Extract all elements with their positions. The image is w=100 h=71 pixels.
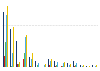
Bar xyxy=(86,66,87,67)
Bar xyxy=(29,57,30,67)
Bar xyxy=(13,27,14,67)
Bar xyxy=(16,41,17,67)
Bar xyxy=(11,66,12,67)
Bar xyxy=(50,61,51,67)
Bar xyxy=(82,66,83,67)
Bar xyxy=(38,62,39,67)
Bar xyxy=(83,65,84,67)
Bar xyxy=(54,61,55,67)
Bar xyxy=(70,64,71,67)
Bar xyxy=(18,64,19,67)
Bar xyxy=(32,53,33,67)
Bar xyxy=(73,61,74,67)
Bar xyxy=(95,66,96,67)
Bar xyxy=(74,66,75,67)
Bar xyxy=(51,59,52,67)
Bar xyxy=(64,62,65,67)
Bar xyxy=(45,64,46,67)
Bar xyxy=(4,56,5,67)
Bar xyxy=(61,61,62,67)
Bar xyxy=(44,65,45,67)
Bar xyxy=(17,64,18,67)
Bar xyxy=(62,66,63,67)
Bar xyxy=(12,53,13,67)
Bar xyxy=(22,33,23,67)
Bar xyxy=(76,63,77,67)
Bar xyxy=(7,6,8,67)
Bar xyxy=(48,59,49,67)
Bar xyxy=(5,42,6,67)
Bar xyxy=(55,66,56,67)
Bar xyxy=(3,12,4,67)
Bar xyxy=(75,65,76,67)
Bar xyxy=(89,66,90,67)
Bar xyxy=(23,59,24,67)
Bar xyxy=(30,63,31,67)
Bar xyxy=(10,29,11,67)
Bar xyxy=(24,53,25,67)
Bar xyxy=(35,61,36,67)
Bar xyxy=(49,65,50,67)
Bar xyxy=(63,63,64,67)
Bar xyxy=(96,65,97,67)
Bar xyxy=(77,61,78,67)
Bar xyxy=(57,62,58,67)
Bar xyxy=(37,65,38,67)
Bar xyxy=(19,64,20,67)
Bar xyxy=(6,15,7,67)
Bar xyxy=(67,63,68,67)
Bar xyxy=(25,37,26,67)
Bar xyxy=(31,59,32,67)
Bar xyxy=(92,65,93,67)
Bar xyxy=(26,35,27,67)
Bar xyxy=(56,65,57,67)
